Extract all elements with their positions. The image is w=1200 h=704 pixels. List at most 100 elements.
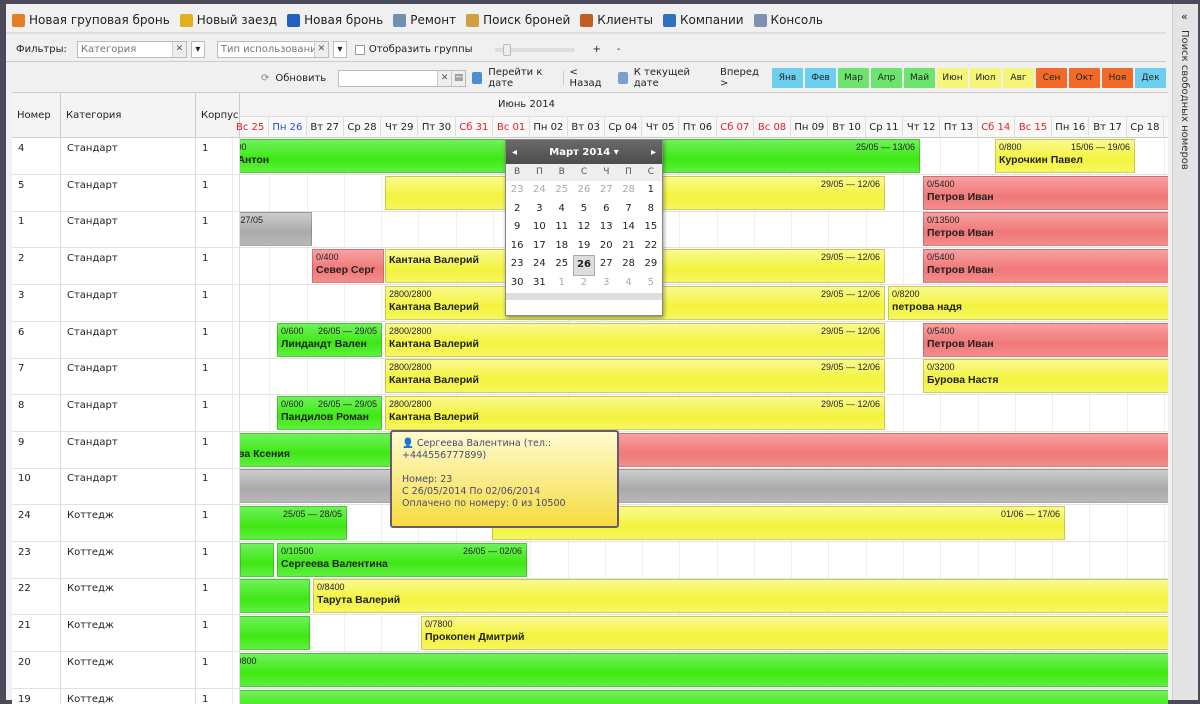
calendar-day[interactable]: 28 xyxy=(617,181,639,200)
month-button[interactable]: Янв xyxy=(772,68,803,88)
chevron-down-icon[interactable]: ▾ xyxy=(191,41,205,58)
calendar-day[interactable]: 11 xyxy=(551,218,573,237)
calendar-day[interactable]: 2 xyxy=(506,200,528,219)
calendar-day[interactable]: 9 xyxy=(506,218,528,237)
usage-type-filter[interactable]: ✕ xyxy=(217,41,329,58)
calendar-day[interactable]: 2 xyxy=(573,274,595,293)
next-month-button[interactable]: ▸ xyxy=(651,147,656,158)
free-rooms-panel[interactable]: « Поиск свободных номеров xyxy=(1172,4,1198,700)
category-input[interactable] xyxy=(78,42,172,57)
month-button[interactable]: Авг xyxy=(1003,68,1034,88)
calendar-day[interactable]: 21 xyxy=(617,237,639,256)
column-header-category[interactable]: Категория xyxy=(61,93,196,138)
calendar-day[interactable]: 4 xyxy=(551,200,573,219)
calendar-day[interactable]: 30 xyxy=(506,274,528,293)
booking-bar[interactable]: 900/900TurTez25/05 — 28/05 xyxy=(240,506,347,540)
show-groups-checkbox[interactable] xyxy=(355,45,365,55)
calendar-day[interactable]: 19 xyxy=(573,237,595,256)
booking-bar[interactable]: 600/600TurTez xyxy=(240,616,310,650)
calendar-day[interactable]: 22 xyxy=(640,237,662,256)
toolbar-item-6[interactable]: Компании xyxy=(663,13,744,27)
calendar-day[interactable]: 25 xyxy=(551,255,573,276)
forward-button[interactable]: Вперед > xyxy=(720,67,762,89)
calendar-day[interactable]: 25 xyxy=(551,181,573,200)
booking-bar[interactable] xyxy=(240,469,1168,503)
today-button[interactable]: К текущей дате xyxy=(634,67,704,89)
month-button[interactable]: Сен xyxy=(1036,68,1067,88)
calendar-day[interactable]: 4 xyxy=(617,274,639,293)
clear-icon[interactable]: ✕ xyxy=(437,71,451,86)
calendar-day[interactable]: 6 xyxy=(595,200,617,219)
calendar-day[interactable]: 27 xyxy=(595,255,617,276)
toolbar-item-7[interactable]: Консоль xyxy=(754,13,823,27)
month-button[interactable]: Апр xyxy=(871,68,902,88)
toolbar-item-5[interactable]: Клиенты xyxy=(580,13,653,27)
booking-bar[interactable] xyxy=(240,690,1168,704)
month-button[interactable]: Окт xyxy=(1069,68,1100,88)
month-button[interactable]: Май xyxy=(904,68,935,88)
calendar-day[interactable]: 1 xyxy=(551,274,573,293)
calendar-day[interactable]: 12 xyxy=(573,218,595,237)
zoom-slider[interactable] xyxy=(495,48,575,52)
booking-bar[interactable] xyxy=(240,543,274,577)
date-field[interactable]: ✕▤ xyxy=(338,70,466,87)
month-button[interactable]: Дек xyxy=(1135,68,1166,88)
category-filter[interactable]: ✕ xyxy=(77,41,187,58)
month-button[interactable]: Мар xyxy=(838,68,869,88)
month-button[interactable]: Июл xyxy=(970,68,1001,88)
calendar-day[interactable]: 27 xyxy=(595,181,617,200)
calendar-day[interactable]: 5 xyxy=(573,200,595,219)
month-button[interactable]: Фев xyxy=(805,68,836,88)
collapse-button[interactable]: « xyxy=(1181,10,1188,23)
calendar-day[interactable]: 13 xyxy=(595,218,617,237)
booking-bar[interactable]: 600/600TurTez xyxy=(240,579,310,613)
calendar-day[interactable]: 29 xyxy=(640,255,662,276)
calendar-day[interactable]: 8 xyxy=(640,200,662,219)
calendar-day[interactable]: 3 xyxy=(595,274,617,293)
booking-bar[interactable]: 10800/10800TurTez xyxy=(240,653,1168,687)
usage-type-input[interactable] xyxy=(218,42,314,57)
calendar-day[interactable]: 5 xyxy=(640,274,662,293)
month-year-selector[interactable]: Март 2014 ▾ xyxy=(549,147,618,158)
toolbar-item-1[interactable]: Новый заезд xyxy=(180,13,277,27)
prev-month-button[interactable]: ◂ xyxy=(512,147,517,158)
booking-bar[interactable]: 24/05 — 27/05 xyxy=(240,212,312,246)
date-input[interactable] xyxy=(339,71,437,86)
calendar-icon[interactable]: ▤ xyxy=(451,71,465,86)
goto-date-button[interactable]: Перейти к дате xyxy=(488,67,557,89)
calendar-day[interactable]: 18 xyxy=(551,237,573,256)
toolbar-item-3[interactable]: Ремонт xyxy=(393,13,456,27)
calendar-day[interactable]: 3 xyxy=(528,200,550,219)
calendar-day[interactable]: 15 xyxy=(640,218,662,237)
calendar-day[interactable]: 14 xyxy=(617,218,639,237)
calendar-day[interactable]: 23 xyxy=(506,181,528,200)
clear-icon[interactable]: ✕ xyxy=(172,42,186,57)
clear-icon[interactable]: ✕ xyxy=(314,42,328,57)
toolbar-item-0[interactable]: Новая груповая бронь xyxy=(12,13,170,27)
calendar-day[interactable]: 23 xyxy=(506,255,528,276)
calendar-day[interactable]: 20 xyxy=(595,237,617,256)
calendar-day[interactable]: 1 xyxy=(640,181,662,200)
calendar-day[interactable]: 28 xyxy=(617,255,639,276)
toolbar-item-4[interactable]: Поиск броней xyxy=(466,13,570,27)
month-button[interactable]: Июн xyxy=(937,68,968,88)
calendar-day[interactable]: 16 xyxy=(506,237,528,256)
chevron-down-icon[interactable]: ▾ xyxy=(333,41,347,58)
calendar-day[interactable]: 26 xyxy=(573,181,595,200)
zoom-out-button[interactable]: - xyxy=(617,44,621,55)
